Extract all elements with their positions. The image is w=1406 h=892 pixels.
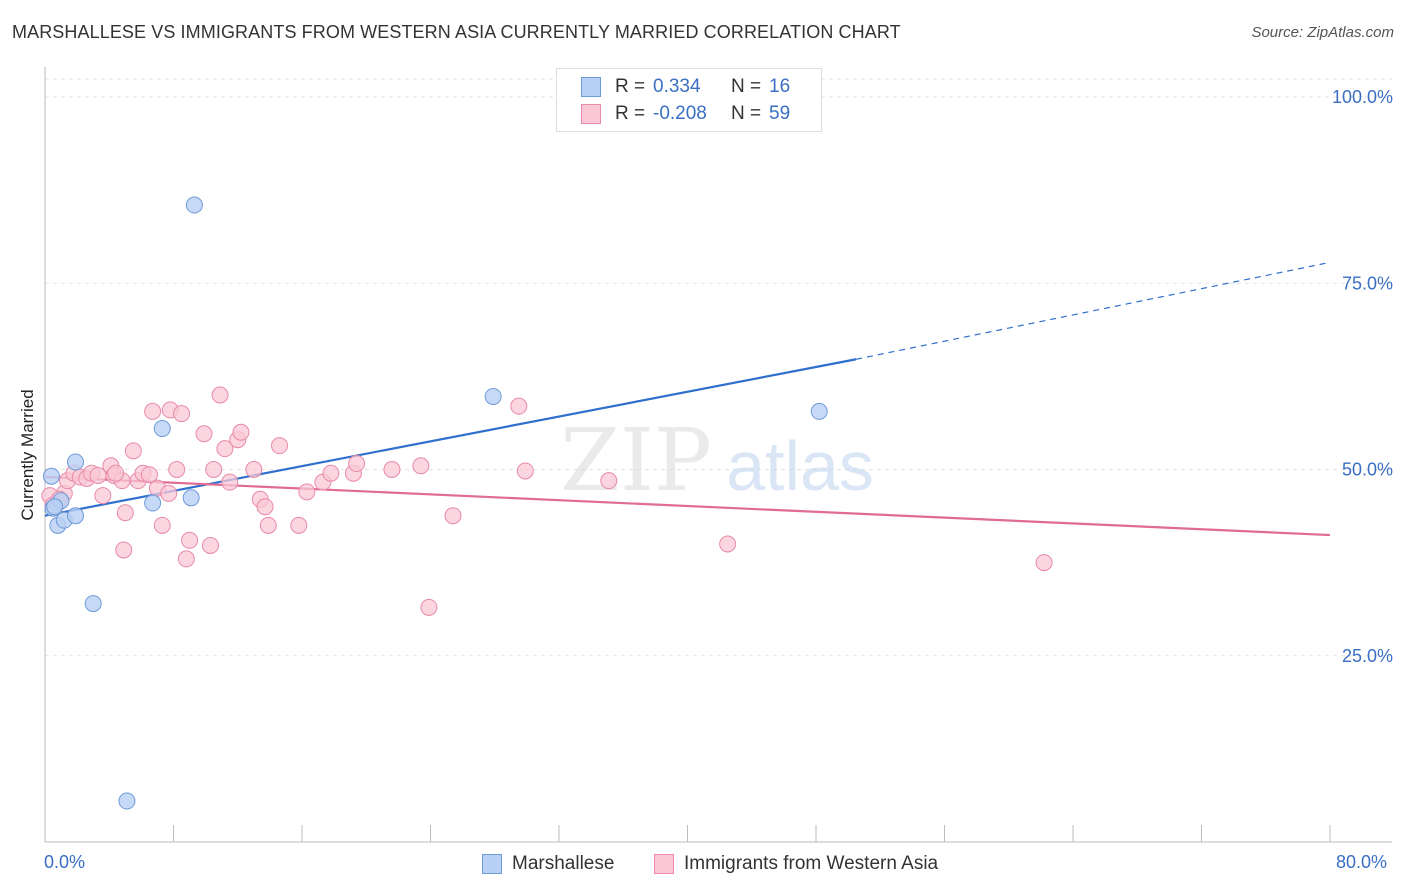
bottom-legend-immigrants: Immigrants from Western Asia — [654, 852, 938, 876]
data-point-immigrants — [144, 402, 162, 420]
data-point-immigrants — [348, 455, 366, 473]
chart-title: MARSHALLESE VS IMMIGRANTS FROM WESTERN A… — [12, 22, 901, 42]
data-point-immigrants — [205, 461, 223, 478]
bottom-legend-marshallese: Marshallese — [482, 852, 614, 876]
data-point-marshallese — [42, 467, 60, 485]
data-point-immigrants — [383, 461, 401, 478]
data-point-marshallese — [182, 489, 200, 507]
watermark-atlas: atlas — [726, 427, 874, 505]
legend-n-value: 16 — [769, 76, 791, 97]
data-point-immigrants — [94, 487, 112, 505]
data-point-immigrants — [160, 484, 178, 502]
data-point-immigrants — [412, 457, 430, 475]
y-tick-label: 75.0% — [1342, 273, 1393, 293]
data-point-immigrants — [168, 461, 186, 478]
data-point-immigrants — [181, 531, 199, 549]
data-point-immigrants — [195, 425, 213, 443]
data-point-immigrants — [271, 437, 289, 455]
data-point-immigrants — [245, 461, 263, 478]
data-point-immigrants — [290, 516, 308, 534]
bottom-legend-swatch-blue — [482, 854, 502, 874]
x-tick-label-min: 0.0% — [44, 852, 86, 872]
trend-lines — [44, 261, 1331, 537]
correlation-legend: R = 0.334 N = 16 R = -0.208 N = 59 — [556, 68, 822, 132]
legend-r-label: R = — [615, 76, 646, 97]
data-points — [41, 196, 1053, 810]
data-point-marshallese — [153, 420, 171, 438]
watermark: ZIP atlas — [560, 411, 874, 511]
data-point-immigrants — [201, 536, 219, 554]
data-point-immigrants — [211, 386, 229, 404]
trend-line-marshallese-extension — [856, 261, 1331, 360]
trend-line-marshallese — [44, 358, 857, 517]
data-point-immigrants — [259, 516, 277, 534]
data-point-immigrants — [173, 405, 191, 423]
data-point-marshallese — [144, 494, 162, 512]
data-point-marshallese — [84, 595, 102, 613]
y-tick-label: 100.0% — [1332, 87, 1393, 107]
legend-row-immigrants: R = -0.208 N = 59 — [581, 102, 790, 126]
y-tick-labels: 25.0% 50.0% 75.0% 100.0% — [1332, 87, 1393, 666]
legend-r-label: R = — [615, 103, 646, 124]
data-point-immigrants — [444, 507, 462, 525]
y-tick-label: 25.0% — [1342, 646, 1393, 666]
data-point-immigrants — [153, 516, 171, 534]
data-point-marshallese — [118, 792, 136, 810]
watermark-zip: ZIP — [560, 411, 712, 511]
legend-row-marshallese: R = 0.334 N = 16 — [581, 75, 790, 99]
trend-line-immigrants — [44, 475, 1331, 537]
data-point-immigrants — [116, 504, 134, 522]
x-tick-label-max: 80.0% — [1336, 852, 1388, 872]
data-point-immigrants — [140, 466, 158, 484]
data-point-marshallese — [185, 196, 203, 214]
data-point-immigrants — [516, 462, 534, 480]
data-point-immigrants — [115, 541, 133, 559]
axes — [44, 67, 1392, 843]
data-point-marshallese — [810, 402, 828, 420]
bottom-legend-swatch-pink — [654, 854, 674, 874]
data-point-immigrants — [298, 483, 316, 501]
data-point-immigrants — [107, 464, 125, 482]
legend-n-label: N = — [731, 103, 762, 124]
legend-swatch-pink — [581, 104, 601, 124]
y-axis-label: Currently Married — [18, 389, 37, 521]
legend-r-value: 0.334 — [653, 76, 701, 97]
y-tick-label: 50.0% — [1342, 460, 1393, 480]
source-label: Source: ZipAtlas.com — [1251, 24, 1394, 41]
data-point-immigrants — [221, 473, 239, 491]
bottom-legend-label: Immigrants from Western Asia — [684, 853, 939, 874]
data-point-immigrants — [420, 598, 438, 616]
data-point-marshallese — [484, 387, 502, 405]
legend-n-label: N = — [731, 76, 762, 97]
data-point-immigrants — [719, 535, 737, 553]
data-point-immigrants — [510, 397, 528, 415]
legend-n-value: 59 — [769, 103, 791, 124]
data-point-immigrants — [600, 472, 618, 490]
data-point-immigrants — [177, 550, 195, 568]
data-point-immigrants — [232, 423, 250, 441]
data-point-marshallese — [67, 507, 85, 525]
data-point-immigrants — [124, 442, 142, 460]
data-point-immigrants — [1035, 554, 1053, 572]
gridlines — [45, 78, 1392, 657]
data-point-marshallese — [46, 498, 64, 516]
data-point-marshallese — [67, 453, 85, 471]
data-point-immigrants — [256, 498, 274, 516]
bottom-legend-label: Marshallese — [512, 853, 615, 874]
legend-r-value: -0.208 — [653, 103, 707, 124]
data-point-immigrants — [216, 440, 234, 458]
legend-swatch-blue — [581, 77, 601, 97]
data-point-immigrants — [322, 464, 340, 482]
